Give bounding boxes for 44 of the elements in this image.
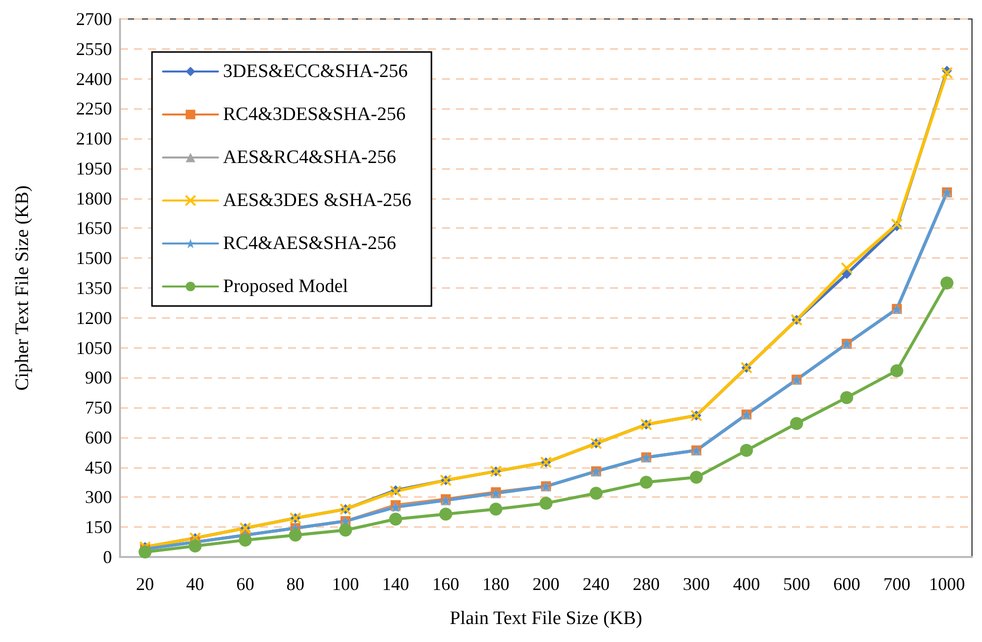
y-tick-label: 900 xyxy=(85,368,112,388)
y-tick-label: 2400 xyxy=(76,68,112,89)
x-tick-label: 60 xyxy=(236,574,254,594)
y-tick-label: 1650 xyxy=(76,218,112,238)
y-tick-label: 2250 xyxy=(76,98,112,119)
x-tick-label: 280 xyxy=(632,574,660,594)
x-tick-label: 100 xyxy=(332,574,360,594)
x-tick-label: 140 xyxy=(382,574,410,594)
x-tick-label: 600 xyxy=(833,574,860,594)
x-tick-label: 160 xyxy=(432,574,460,594)
legend-label: AES&RC4&SHA-256 xyxy=(223,147,396,168)
x-tick-label: 1000 xyxy=(928,574,965,594)
y-tick-label: 2550 xyxy=(76,38,112,59)
legend-label: 3DES&ECC&SHA-256 xyxy=(223,61,408,82)
y-tick-label: 600 xyxy=(85,427,112,448)
y-tick-label: 450 xyxy=(85,457,112,478)
y-tick-label: 1950 xyxy=(76,158,112,178)
y-axis-title: Cipher Text File Size (KB) xyxy=(12,185,33,391)
y-tick-label: 0 xyxy=(103,547,112,567)
x-tick-label: 80 xyxy=(286,574,304,594)
x-tick-label: 700 xyxy=(883,574,910,594)
x-tick-label: 300 xyxy=(682,574,710,594)
legend-label: RC4&3DES&SHA-256 xyxy=(223,104,406,125)
x-tick-label: 40 xyxy=(186,574,204,594)
y-tick-label: 1800 xyxy=(76,188,112,208)
x-tick-label: 180 xyxy=(482,574,510,594)
x-tick-label: 200 xyxy=(532,574,560,594)
y-tick-label: 1200 xyxy=(76,308,112,328)
y-tick-label: 750 xyxy=(85,398,112,418)
x-tick-label: 20 xyxy=(136,574,154,594)
y-tick-label: 1350 xyxy=(76,278,112,298)
legend-label: Proposed Model xyxy=(223,276,348,297)
y-tick-label: 1500 xyxy=(76,248,112,268)
x-tick-label: 400 xyxy=(732,574,760,594)
x-tick-label: 240 xyxy=(582,574,610,594)
x-axis-title: Plain Text File Size (KB) xyxy=(450,608,642,629)
legend-label: AES&3DES &SHA-256 xyxy=(223,190,412,211)
y-tick-label: 2100 xyxy=(76,128,112,149)
y-tick-label: 1050 xyxy=(76,338,112,358)
y-tick-label: 2700 xyxy=(76,9,112,29)
y-tick-label: 150 xyxy=(85,517,112,538)
legend-label: RC4&AES&SHA-256 xyxy=(223,233,396,254)
y-tick-label: 300 xyxy=(85,487,112,508)
x-tick-label: 500 xyxy=(783,574,810,594)
